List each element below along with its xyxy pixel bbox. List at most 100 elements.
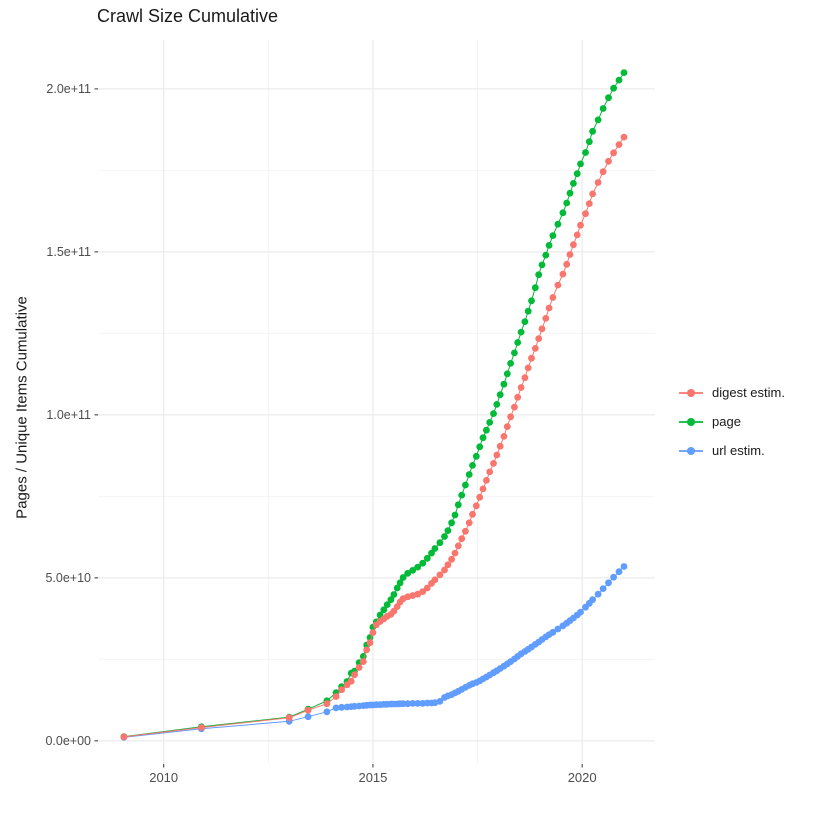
- y-tick-label: 5.0e+10: [45, 570, 91, 585]
- data-point: [496, 391, 504, 399]
- data-point: [436, 571, 444, 579]
- legend-key-page-icon: [679, 417, 703, 426]
- data-point: [448, 555, 455, 563]
- data-point: [589, 190, 596, 198]
- data-point: [573, 170, 581, 178]
- data-point: [454, 542, 462, 550]
- data-point: [338, 686, 345, 694]
- data-point: [479, 485, 487, 493]
- data-point: [577, 608, 584, 616]
- data-point: [511, 403, 518, 411]
- data-point: [423, 584, 431, 592]
- data-point: [549, 628, 557, 636]
- data-point: [577, 221, 584, 229]
- series-line-url-estim-: [123, 566, 625, 738]
- legend-key-url-icon: [679, 446, 703, 455]
- data-point: [554, 281, 562, 289]
- data-point: [521, 374, 529, 382]
- data-point: [332, 704, 340, 712]
- data-point: [594, 179, 602, 186]
- data-point: [503, 423, 511, 430]
- data-point: [414, 700, 422, 707]
- plot-title: Crawl Size Cumulative: [97, 6, 279, 26]
- y-tick-label: 2.0e+11: [46, 81, 91, 96]
- data-point: [419, 588, 427, 595]
- data-point: [476, 443, 484, 451]
- data-point: [323, 700, 331, 708]
- data-point: [444, 527, 452, 534]
- data-point: [605, 94, 612, 102]
- data-point: [531, 345, 539, 352]
- data-point: [549, 294, 557, 301]
- data-point: [573, 231, 581, 239]
- data-point: [448, 519, 455, 527]
- data-point: [304, 713, 312, 721]
- data-point: [436, 698, 444, 705]
- data-point: [594, 590, 602, 598]
- data-point: [589, 596, 596, 604]
- data-point: [469, 462, 476, 469]
- data-point: [419, 559, 427, 567]
- x-tick-label: 2010: [149, 770, 179, 785]
- data-point: [566, 251, 574, 258]
- data-point: [554, 625, 562, 633]
- data-point: [347, 677, 355, 685]
- x-tick-label: 2015: [358, 770, 388, 785]
- data-point: [605, 157, 612, 165]
- data-point: [396, 579, 404, 587]
- data-point: [451, 511, 459, 519]
- data-point: [486, 468, 494, 476]
- data-point: [120, 733, 128, 741]
- data-point: [610, 149, 617, 157]
- data-point: [615, 141, 623, 148]
- data-point: [542, 315, 550, 322]
- data-point: [380, 606, 388, 614]
- plot-panel: [94, 40, 655, 768]
- data-point: [409, 700, 417, 707]
- data-point: [535, 271, 543, 279]
- data-point: [577, 160, 584, 168]
- data-point: [399, 574, 407, 581]
- data-point: [493, 401, 501, 408]
- data-point: [589, 127, 596, 135]
- data-point: [620, 69, 628, 76]
- data-point: [582, 210, 589, 218]
- data-point: [524, 364, 532, 372]
- data-point: [285, 714, 293, 722]
- data-point: [531, 284, 539, 292]
- data-point: [451, 549, 459, 557]
- data-point: [436, 539, 444, 547]
- data-point: [414, 563, 422, 571]
- data-point: [605, 579, 612, 587]
- data-point: [472, 452, 480, 460]
- legend-item-url-estim: url estim.: [678, 436, 785, 465]
- data-point: [441, 533, 448, 540]
- data-point: [545, 242, 553, 249]
- data-point: [549, 232, 557, 240]
- data-point: [585, 200, 593, 208]
- data-point: [610, 573, 617, 581]
- data-point: [496, 442, 504, 450]
- data-point: [441, 566, 448, 574]
- data-point: [524, 307, 532, 315]
- data-point: [323, 708, 331, 716]
- x-tick-label: 2020: [567, 770, 597, 785]
- data-point: [528, 354, 535, 362]
- y-tick-label: 1.5e+11: [46, 244, 91, 259]
- data-point: [465, 519, 473, 527]
- data-point: [332, 693, 340, 700]
- data-point: [507, 360, 514, 367]
- data-point: [528, 297, 535, 305]
- data-point: [338, 703, 345, 711]
- data-point: [465, 471, 473, 478]
- data-point: [369, 629, 377, 636]
- data-point: [393, 584, 401, 592]
- data-point: [514, 339, 522, 346]
- data-point: [351, 671, 358, 679]
- data-point: [423, 554, 431, 562]
- data-point: [404, 700, 412, 708]
- data-point: [538, 325, 546, 333]
- data-point: [620, 133, 628, 141]
- data-point: [610, 84, 617, 92]
- data-point: [458, 491, 466, 499]
